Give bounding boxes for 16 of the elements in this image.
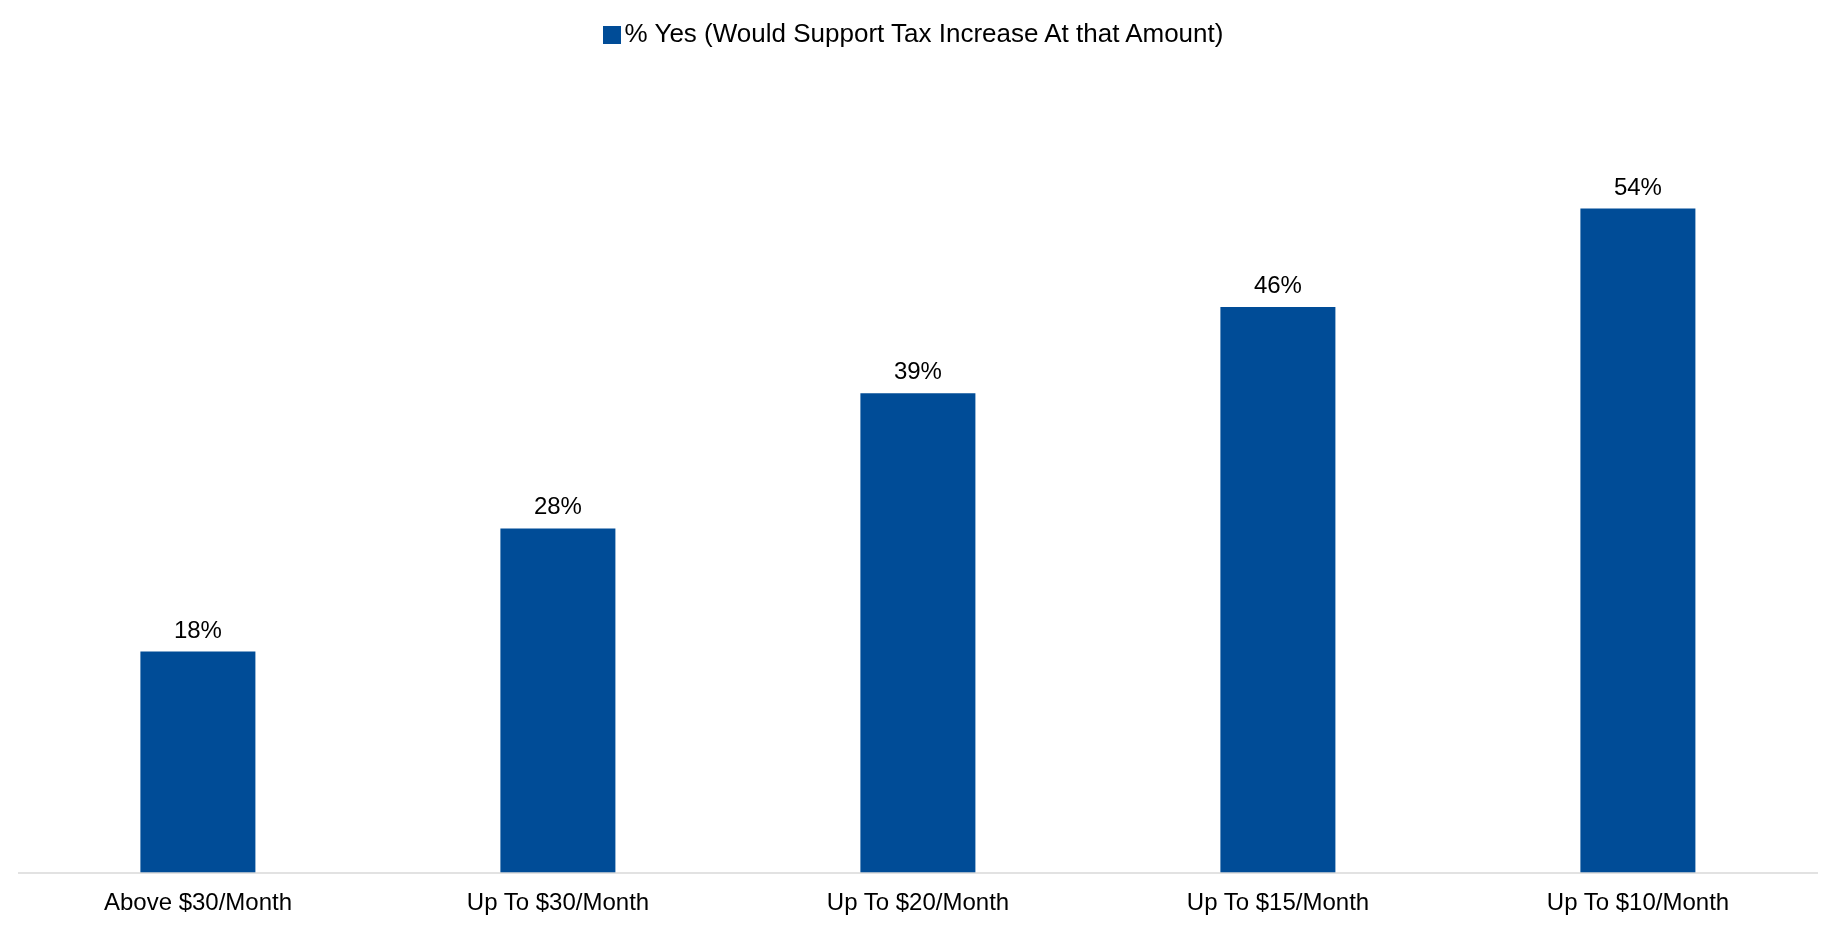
data-label: 54%: [1613, 172, 1662, 200]
x-tick-label: Above $30/Month: [103, 888, 293, 916]
data-label: 46%: [1253, 271, 1302, 299]
legend-label: % Yes (Would Support Tax Increase At that Amount): [624, 18, 1224, 48]
x-tick-label: Up To $20/Month: [826, 888, 1010, 916]
data-label: 28%: [533, 492, 582, 520]
bar: [860, 393, 976, 873]
bar: [500, 528, 616, 873]
data-label: 39%: [893, 357, 942, 385]
x-tick-label: Up To $30/Month: [466, 888, 650, 916]
bar: [1580, 208, 1696, 873]
bar: [140, 651, 256, 873]
bar: [1220, 307, 1336, 873]
x-tick-label: Up To $10/Month: [1546, 888, 1730, 916]
data-label: 18%: [173, 615, 222, 643]
x-tick-label: Up To $15/Month: [1186, 888, 1370, 916]
